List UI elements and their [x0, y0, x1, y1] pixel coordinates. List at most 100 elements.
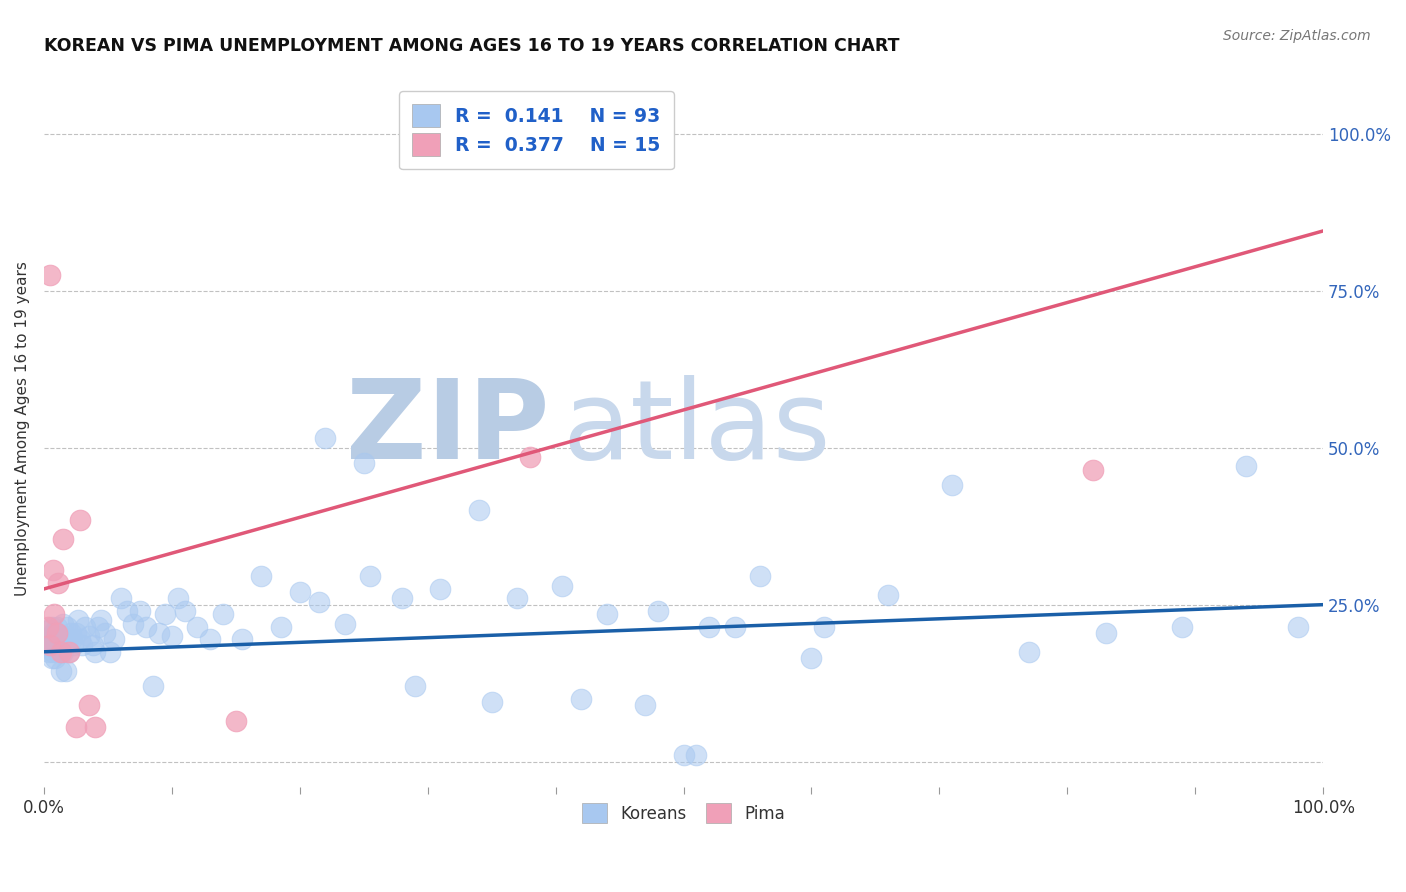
Point — [685, 748, 707, 763]
Point — [38, 645, 60, 659]
Point — [308, 594, 330, 608]
Point — [84, 720, 107, 734]
Point — [1094, 626, 1116, 640]
Point — [155, 607, 177, 621]
Point — [46, 645, 69, 659]
Text: atlas: atlas — [562, 376, 831, 483]
Point — [877, 588, 900, 602]
Point — [270, 620, 292, 634]
Point — [58, 632, 80, 647]
Point — [55, 664, 77, 678]
Text: ZIP: ZIP — [346, 376, 550, 483]
Point — [506, 591, 529, 606]
Point — [160, 629, 183, 643]
Point — [44, 626, 66, 640]
Point — [65, 626, 87, 640]
Point — [52, 645, 75, 659]
Point — [1171, 620, 1194, 634]
Point — [45, 620, 67, 634]
Point — [212, 607, 235, 621]
Point — [647, 604, 669, 618]
Point — [51, 629, 73, 643]
Point — [749, 569, 772, 583]
Point — [429, 582, 451, 596]
Point — [314, 431, 336, 445]
Point — [353, 456, 375, 470]
Point — [813, 620, 835, 634]
Point — [167, 591, 190, 606]
Point — [58, 645, 80, 659]
Point — [38, 623, 60, 637]
Point — [1286, 620, 1309, 634]
Point — [186, 620, 208, 634]
Point — [404, 679, 426, 693]
Text: KOREAN VS PIMA UNEMPLOYMENT AMONG AGES 16 TO 19 YEARS CORRELATION CHART: KOREAN VS PIMA UNEMPLOYMENT AMONG AGES 1… — [44, 37, 900, 55]
Point — [198, 632, 221, 647]
Point — [250, 569, 273, 583]
Point — [596, 607, 619, 621]
Point — [45, 641, 67, 656]
Point — [56, 620, 79, 634]
Point — [73, 620, 96, 634]
Point — [69, 632, 91, 647]
Point — [49, 664, 72, 678]
Point — [697, 620, 720, 634]
Point — [39, 629, 62, 643]
Point — [49, 645, 72, 659]
Point — [49, 635, 72, 649]
Y-axis label: Unemployment Among Ages 16 to 19 years: Unemployment Among Ages 16 to 19 years — [15, 261, 30, 596]
Point — [42, 607, 65, 621]
Point — [128, 604, 150, 618]
Point — [46, 629, 69, 643]
Point — [65, 720, 87, 734]
Point — [45, 626, 67, 640]
Point — [42, 639, 65, 653]
Point — [231, 632, 253, 647]
Point — [69, 513, 91, 527]
Point — [42, 632, 65, 647]
Point — [90, 613, 112, 627]
Point — [82, 639, 104, 653]
Point — [41, 620, 63, 634]
Point — [115, 604, 138, 618]
Point — [122, 616, 145, 631]
Point — [110, 591, 132, 606]
Point — [37, 620, 59, 634]
Point — [86, 620, 108, 634]
Point — [391, 591, 413, 606]
Point — [359, 569, 381, 583]
Point — [94, 626, 117, 640]
Point — [48, 639, 70, 653]
Point — [333, 616, 356, 631]
Point — [42, 563, 65, 577]
Point — [148, 626, 170, 640]
Point — [519, 450, 541, 464]
Point — [1018, 645, 1040, 659]
Point — [42, 645, 65, 659]
Point — [1234, 459, 1257, 474]
Point — [672, 748, 695, 763]
Point — [100, 645, 122, 659]
Point — [58, 645, 80, 659]
Point — [39, 639, 62, 653]
Point — [41, 651, 63, 665]
Point — [42, 626, 65, 640]
Point — [941, 478, 963, 492]
Point — [551, 579, 574, 593]
Point — [225, 714, 247, 728]
Point — [39, 268, 62, 282]
Point — [77, 629, 100, 643]
Point — [724, 620, 747, 634]
Point — [72, 639, 94, 653]
Point — [59, 626, 82, 640]
Point — [1081, 462, 1104, 476]
Point — [142, 679, 165, 693]
Point — [35, 639, 58, 653]
Point — [46, 575, 69, 590]
Point — [39, 639, 62, 653]
Point — [569, 691, 592, 706]
Point — [62, 639, 84, 653]
Point — [634, 698, 657, 713]
Point — [800, 651, 823, 665]
Point — [53, 639, 76, 653]
